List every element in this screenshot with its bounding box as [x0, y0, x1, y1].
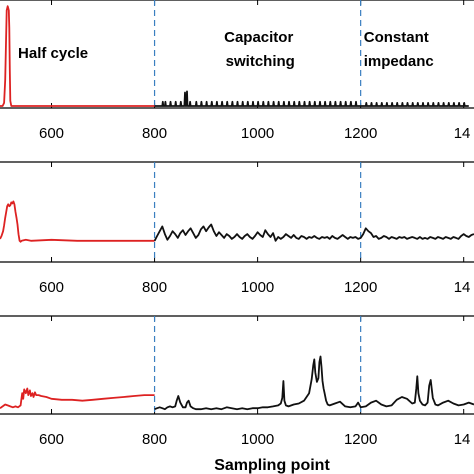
panels: 600 800 1000 1200 14 600 800 1000 1200 14 600 800 10… [0, 0, 474, 448]
panel-3-tick-label-1: 800 [142, 431, 167, 448]
x-axis-label: Sampling point [214, 457, 330, 474]
annotation-4: impedanc [364, 53, 434, 70]
panel-1: 600 800 1000 1200 14 [0, 0, 474, 142]
panel-2-tick-label-4: 14 [454, 279, 471, 296]
annotations: Half cycle Capacitor switching Constant impe… [18, 29, 434, 70]
panel-1-tick-label-2: 1000 [241, 125, 274, 142]
annotation-1: Capacitor [224, 29, 293, 46]
panel-1-series-1 [154, 90, 469, 107]
panel-2-tick-label-2: 1000 [241, 279, 274, 296]
panel-3-tick-label-3: 1200 [344, 431, 377, 448]
panel-3-tick-label-4: 14 [454, 431, 471, 448]
panel-2-series-1 [153, 223, 474, 242]
panel-2-series-0 [0, 200, 155, 243]
panel-1-tick-label-0: 600 [39, 125, 64, 142]
panel-3-tick-label-0: 600 [39, 431, 64, 448]
panel-1-series-0 [0, 5, 155, 107]
panel-1-tick-label-1: 800 [142, 125, 167, 142]
panel-3-tick-label-2: 1000 [241, 431, 274, 448]
panel-1-tick-label-4: 14 [454, 125, 471, 142]
panel-2-tick-label-1: 800 [142, 279, 167, 296]
panel-3-series-1 [154, 355, 474, 411]
panel-3-series-0 [0, 387, 155, 409]
panel-2: 600 800 1000 1200 14 [0, 161, 474, 296]
panel-3: 600 800 1000 1200 14 [0, 315, 474, 448]
annotation-3: Constant [364, 29, 429, 46]
annotation-2: switching [226, 53, 295, 70]
panel-2-tick-label-3: 1200 [344, 279, 377, 296]
annotation-0: Half cycle [18, 45, 88, 62]
panel-2-tick-label-0: 600 [39, 279, 64, 296]
panel-1-tick-label-3: 1200 [344, 125, 377, 142]
